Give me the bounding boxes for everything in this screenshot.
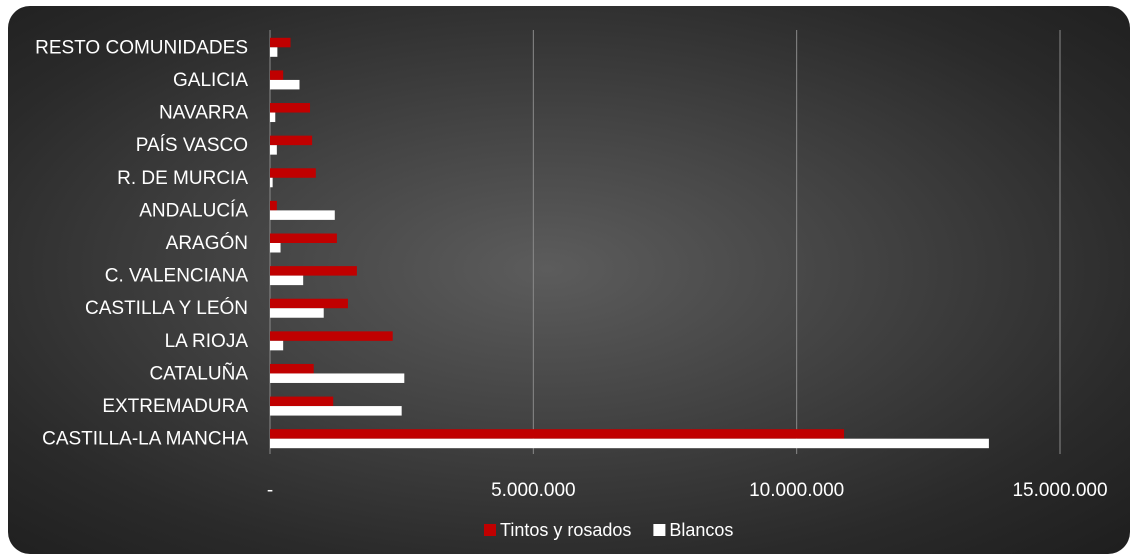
gridlines (269, 30, 1061, 454)
category-label-castilla-la-mancha: CASTILLA-LA MANCHA (42, 429, 248, 450)
category-label-c-valenciana: C. VALENCIANA (105, 266, 249, 287)
category-label-aragon: ARAGÓN (166, 232, 248, 254)
x-tick-label: 10.000.000 (749, 480, 844, 501)
bar-blancos-aragon (270, 243, 281, 253)
bar-blancos-extremadura (270, 406, 402, 416)
bar-blancos-andalucia (270, 210, 335, 220)
legend-label-blancos: Blancos (669, 520, 733, 540)
bar-tintos-y-rosados-cataluna (270, 363, 314, 374)
category-label-navarra: NAVARRA (159, 103, 248, 124)
bar-blancos-resto-comunidades (270, 47, 278, 57)
category-label-pais-vasco: PAÍS VASCO (136, 135, 248, 156)
bar-blancos-castilla-y-leon (270, 308, 324, 318)
category-label-castilla-y-leon: CASTILLA Y LEÓN (85, 297, 248, 319)
category-label-galicia: GALICIA (173, 70, 248, 91)
bar-blancos-galicia (270, 79, 300, 90)
bar-blancos-r-de-murcia (270, 177, 273, 188)
bar-tintos-y-rosados-castilla-la-mancha (270, 429, 845, 439)
category-label-la-rioja: LA RIOJA (165, 331, 249, 352)
legend-swatch-tintos-y-rosados (484, 524, 496, 536)
bar-blancos-castilla-la-mancha (270, 438, 989, 449)
bar-chart: CASTILLA-LA MANCHA EXTREMADURA CATALUÑA LA … (35, 30, 1108, 540)
bar-tintos-y-rosados-navarra (270, 103, 311, 113)
bar-blancos-c-valenciana (270, 275, 304, 286)
bar-blancos-pais-vasco (270, 145, 277, 155)
x-axis-tick-labels: - 5.000.000 10.000.000 15.000.000 (267, 480, 1108, 501)
chart-panel: CASTILLA-LA MANCHA EXTREMADURA CATALUÑA LA … (8, 6, 1130, 554)
bar-tintos-y-rosados-aragon (270, 233, 337, 243)
category-label-extremadura: EXTREMADURA (102, 396, 248, 417)
x-tick-label: 5.000.000 (491, 480, 576, 501)
bar-blancos-navarra (270, 112, 276, 123)
category-label-r-de-murcia: R. DE MURCIA (117, 168, 248, 189)
bar-blancos-cataluna (270, 373, 405, 383)
category-label-resto-comunidades: RESTO COMUNIDADES (35, 37, 248, 58)
category-label-cataluna: CATALUÑA (149, 362, 248, 384)
x-tick-label: 15.000.000 (1012, 480, 1107, 501)
bar-tintos-y-rosados-r-de-murcia (270, 168, 316, 178)
bar-tintos-y-rosados-extremadura (270, 396, 334, 407)
bar-tintos-y-rosados-pais-vasco (270, 135, 313, 146)
bar-tintos-y-rosados-la-rioja (270, 331, 393, 341)
bars (270, 37, 989, 449)
bar-blancos-la-rioja (270, 340, 284, 351)
legend-swatch-blancos (653, 524, 666, 536)
category-labels: CASTILLA-LA MANCHA EXTREMADURA CATALUÑA LA … (35, 37, 248, 449)
legend-label-tintos-y-rosados: Tintos y rosados (500, 520, 631, 540)
category-label-andalucia: ANDALUCÍA (139, 200, 248, 221)
bar-tintos-y-rosados-castilla-y-leon (270, 298, 348, 309)
bar-tintos-y-rosados-andalucia (270, 200, 277, 211)
bar-tintos-y-rosados-galicia (270, 70, 284, 80)
legend: Tintos y rosados Blancos (484, 520, 733, 540)
bar-tintos-y-rosados-c-valenciana (270, 266, 357, 276)
x-tick-label: - (267, 480, 273, 501)
bar-tintos-y-rosados-resto-comunidades (270, 37, 291, 48)
